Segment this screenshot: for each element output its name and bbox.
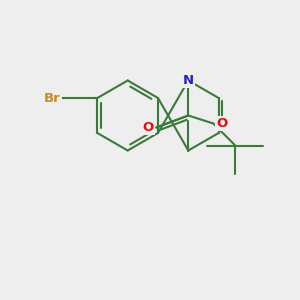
Text: O: O (216, 117, 228, 130)
Text: Br: Br (44, 92, 60, 104)
Text: N: N (183, 74, 194, 87)
Text: O: O (142, 121, 153, 134)
